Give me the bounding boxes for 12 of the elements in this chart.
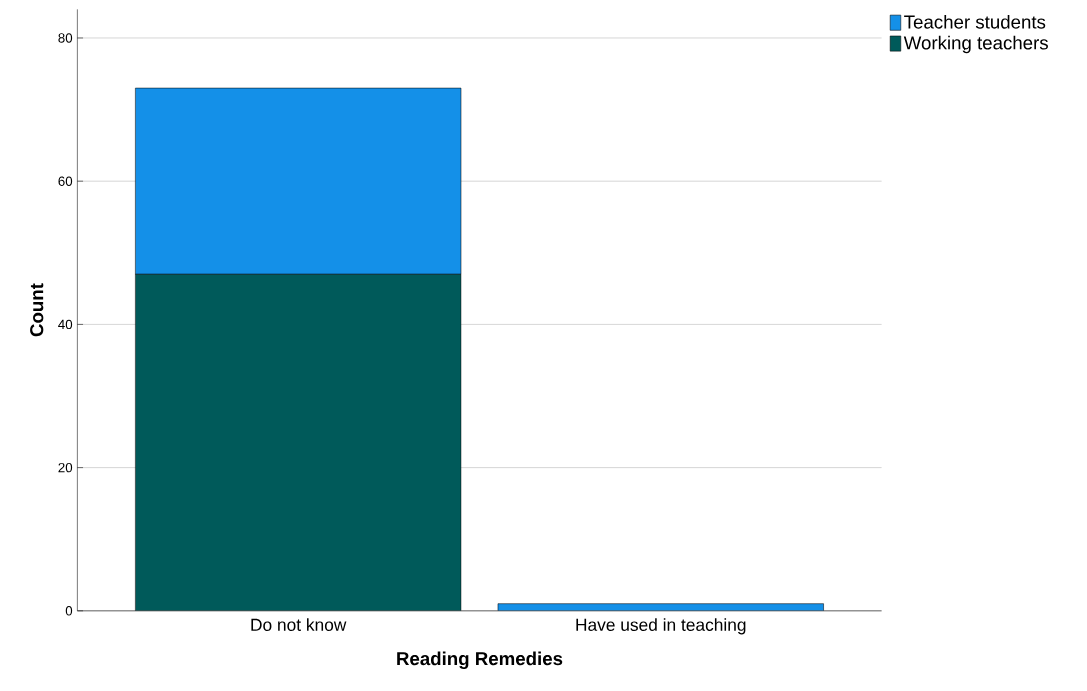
y-tick-label: 0 xyxy=(65,606,73,616)
bar xyxy=(135,87,462,275)
x-tick-label: Have used in teaching xyxy=(576,618,746,635)
x-tick-label: Do not know xyxy=(251,618,347,632)
y-tick-label: 40 xyxy=(58,319,73,330)
legend-label: Teacher students xyxy=(904,14,1046,29)
x-axis-title: Reading Remedies xyxy=(397,651,563,670)
y-tick-label: 20 xyxy=(58,462,73,473)
y-tick-label: 80 xyxy=(58,33,73,43)
y-tick-label: 60 xyxy=(58,176,73,186)
legend-label: Working teachers xyxy=(903,35,1048,54)
y-axis-title: Count xyxy=(30,283,44,337)
